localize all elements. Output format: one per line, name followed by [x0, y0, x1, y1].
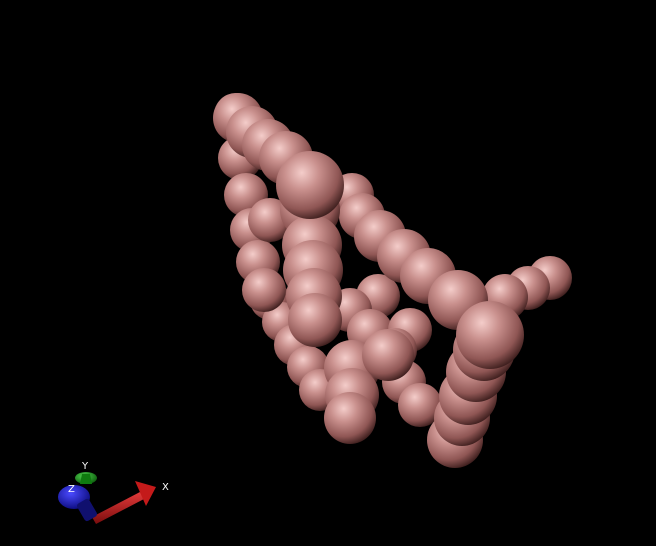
atom-sphere [242, 268, 286, 312]
axes-orientation-widget: X Y Z [58, 461, 169, 524]
atom-sphere [324, 392, 376, 444]
atom-sphere [456, 301, 524, 369]
x-axis-label: X [162, 482, 169, 493]
z-axis-arrow [58, 485, 97, 522]
atom-sphere [288, 293, 342, 347]
y-axis-label: Y [81, 461, 89, 472]
y-axis-arrow [75, 472, 97, 484]
atom-sphere [362, 329, 414, 381]
x-axis-arrow [92, 481, 156, 524]
z-axis-label: Z [68, 484, 75, 495]
atom-sphere [398, 383, 442, 427]
atom-sphere [276, 151, 344, 219]
atom-spheres-group [213, 93, 572, 468]
